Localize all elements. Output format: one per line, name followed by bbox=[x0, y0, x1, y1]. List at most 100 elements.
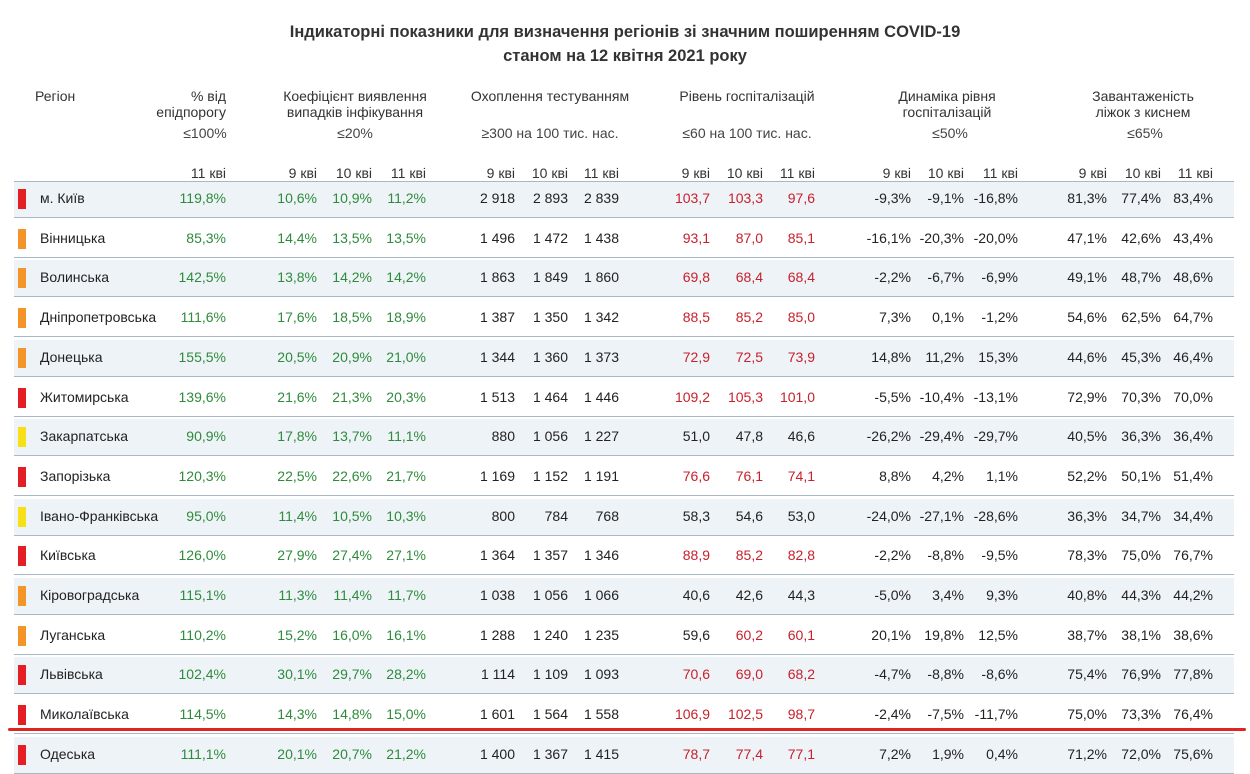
cell-hosp-dynamics: -9,3% bbox=[874, 190, 911, 206]
cell-testing: 1 364 bbox=[479, 547, 515, 563]
criterion-coef: ≤20% bbox=[337, 125, 373, 141]
cell-hosp-dynamics: 11,2% bbox=[925, 349, 964, 365]
cell-oxygen-beds: 43,4% bbox=[1173, 230, 1213, 246]
header-coef: Коефіцієнт виявлення випадків інфікуванн… bbox=[250, 88, 460, 120]
cell-detection-coef: 16,0% bbox=[332, 627, 372, 643]
region-name: Луганська bbox=[40, 627, 106, 643]
cell-hospitalization: 53,0 bbox=[787, 508, 815, 524]
cell-testing: 1 235 bbox=[583, 627, 619, 643]
row-divider bbox=[14, 495, 1234, 496]
region-name: Дніпропетровська bbox=[40, 309, 157, 325]
cell-hospitalization: 54,6 bbox=[735, 508, 763, 524]
cell-testing: 1 360 bbox=[532, 349, 568, 365]
cell-detection-coef: 20,5% bbox=[277, 349, 317, 365]
day-label-test-2: 11 кві bbox=[583, 165, 619, 181]
table-row: м. Київ 119,8% 10,6% 10,9% 11,2% 2 918 2 893 2 … bbox=[14, 181, 1234, 218]
cell-oxygen-beds: 70,3% bbox=[1121, 389, 1161, 405]
cell-detection-coef: 20,3% bbox=[386, 389, 426, 405]
cell-oxygen-beds: 75,0% bbox=[1121, 547, 1161, 563]
row-divider bbox=[14, 181, 1234, 182]
cell-detection-coef: 18,5% bbox=[332, 309, 372, 325]
cell-testing: 1 849 bbox=[532, 269, 568, 285]
cell-detection-coef: 13,8% bbox=[277, 269, 317, 285]
cell-hospitalization: 98,7 bbox=[787, 706, 815, 722]
table-row: Кіровоградська 115,1% 11,3% 11,4% 11,7% 1 038… bbox=[14, 578, 1234, 615]
cell-hospitalization: 68,4 bbox=[787, 269, 815, 285]
cell-hosp-dynamics: -7,5% bbox=[927, 706, 964, 722]
cell-detection-coef: 16,1% bbox=[386, 627, 426, 643]
day-label-beds-2: 11 кві bbox=[1177, 165, 1213, 181]
cell-pct-threshold: 115,1% bbox=[179, 587, 226, 603]
cell-detection-coef: 27,9% bbox=[277, 547, 317, 563]
cell-oxygen-beds: 77,4% bbox=[1121, 190, 1161, 206]
day-label-test-0: 9 кві bbox=[486, 165, 515, 181]
cell-hosp-dynamics: 1,1% bbox=[986, 468, 1018, 484]
cell-testing: 1 860 bbox=[583, 269, 619, 285]
day-label-coef-2: 11 кві bbox=[390, 165, 426, 181]
day-label-hosp-2: 11 кві bbox=[779, 165, 815, 181]
header-pct: % від епідпорогу bbox=[120, 88, 226, 120]
cell-testing: 1 558 bbox=[583, 706, 619, 722]
cell-hospitalization: 51,0 bbox=[682, 428, 710, 444]
cell-detection-coef: 14,4% bbox=[277, 230, 317, 246]
cell-detection-coef: 13,5% bbox=[386, 230, 426, 246]
cell-oxygen-beds: 40,5% bbox=[1067, 428, 1107, 444]
cell-pct-threshold: 102,4% bbox=[178, 666, 226, 682]
cell-hosp-dynamics: -5,5% bbox=[874, 389, 911, 405]
cell-testing: 1 109 bbox=[532, 666, 568, 682]
table-row: Одеська 111,1% 20,1% 20,7% 21,2% 1 400 1 367 1 … bbox=[14, 737, 1234, 774]
cell-detection-coef: 20,9% bbox=[332, 349, 372, 365]
day-label-hosp-1: 10 кві bbox=[726, 165, 763, 181]
cell-detection-coef: 27,4% bbox=[332, 547, 372, 563]
header-dyn-line1: Динаміка рівня bbox=[898, 88, 996, 104]
region-name: Івано-Франківська bbox=[40, 508, 159, 524]
header-coef-line1: Коефіцієнт виявлення bbox=[283, 88, 427, 104]
row-divider bbox=[14, 296, 1234, 297]
region-name: Житомирська bbox=[40, 389, 129, 405]
cell-detection-coef: 15,2% bbox=[277, 627, 317, 643]
cell-hosp-dynamics: 8,8% bbox=[879, 468, 911, 484]
region-name: Волинська bbox=[40, 269, 110, 285]
cell-testing: 1 446 bbox=[583, 389, 619, 405]
cell-detection-coef: 17,8% bbox=[277, 428, 317, 444]
table-row: Дніпропетровська 111,6% 17,6% 18,5% 18,9% 1 3… bbox=[14, 300, 1234, 337]
cell-detection-coef: 21,3% bbox=[332, 389, 372, 405]
cell-detection-coef: 10,6% bbox=[277, 190, 317, 206]
cell-pct-threshold: 111,1% bbox=[180, 746, 226, 762]
cell-oxygen-beds: 50,1% bbox=[1121, 468, 1161, 484]
cell-hospitalization: 103,7 bbox=[674, 190, 710, 206]
row-divider bbox=[14, 376, 1234, 377]
cell-detection-coef: 17,6% bbox=[277, 309, 317, 325]
risk-level-marker bbox=[18, 427, 26, 447]
day-label-dyn-0: 9 кві bbox=[882, 165, 911, 181]
cell-testing: 1 152 bbox=[532, 468, 568, 484]
cell-detection-coef: 14,3% bbox=[277, 706, 317, 722]
cell-hospitalization: 70,6 bbox=[682, 666, 710, 682]
cell-testing: 1 169 bbox=[479, 468, 515, 484]
region-name: Львівська bbox=[40, 666, 103, 682]
table-row: Київська 126,0% 27,9% 27,4% 27,1% 1 364 1 357 1… bbox=[14, 538, 1234, 575]
title-line-2: станом на 12 квітня 2021 року bbox=[503, 47, 747, 65]
cell-hospitalization: 76,6 bbox=[682, 468, 710, 484]
cell-hospitalization: 74,1 bbox=[787, 468, 815, 484]
risk-level-marker bbox=[18, 388, 26, 408]
header-test-line1: Охоплення тестуванням bbox=[470, 88, 630, 104]
cell-hospitalization: 60,1 bbox=[787, 627, 815, 643]
risk-level-marker bbox=[18, 626, 26, 646]
cell-testing: 1 513 bbox=[479, 389, 515, 405]
cell-detection-coef: 14,2% bbox=[386, 269, 426, 285]
cell-testing: 1 601 bbox=[479, 706, 515, 722]
cell-detection-coef: 11,4% bbox=[278, 508, 317, 524]
cell-pct-threshold: 95,0% bbox=[186, 508, 226, 524]
cell-hospitalization: 40,6 bbox=[682, 587, 710, 603]
cell-hosp-dynamics: -6,9% bbox=[981, 269, 1018, 285]
cell-detection-coef: 13,7% bbox=[332, 428, 372, 444]
cell-hosp-dynamics: -16,1% bbox=[866, 230, 911, 246]
row-divider bbox=[14, 217, 1234, 218]
cell-hospitalization: 106,9 bbox=[674, 706, 710, 722]
cell-hosp-dynamics: 15,3% bbox=[978, 349, 1018, 365]
cell-pct-threshold: 126,0% bbox=[178, 547, 226, 563]
cell-pct-threshold: 155,5% bbox=[178, 349, 226, 365]
cell-testing: 1 863 bbox=[479, 269, 515, 285]
region-name: Миколаївська bbox=[40, 706, 129, 722]
